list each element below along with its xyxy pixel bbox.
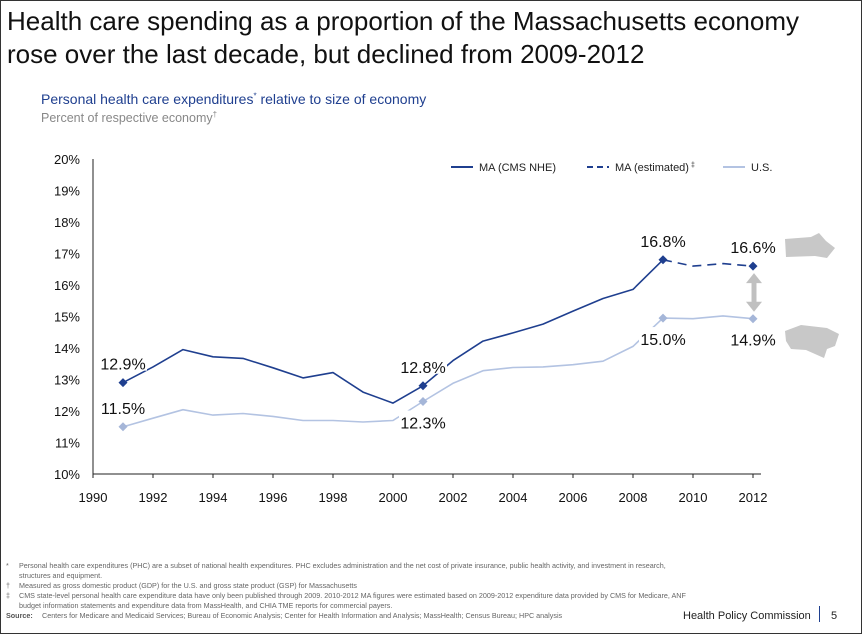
title-line-1: Health care spending as a proportion of …: [7, 6, 800, 36]
page-number: 5: [831, 610, 838, 622]
us-data-marker: [418, 397, 428, 407]
chart-subtitle: Personal health care expenditures* relat…: [41, 91, 426, 107]
us-data-marker: [658, 313, 668, 323]
legend-label-1: MA (CMS NHE): [479, 162, 556, 174]
us-data-marker: [118, 422, 128, 432]
line-chart: 10% 11% 12% 13% 14% 15% 16% 17% 18% 19% 20% 1990 199…: [54, 152, 839, 505]
footnote-1-text: Personal health care expenditures (PHC) …: [19, 561, 666, 580]
series-line-ma: [122, 259, 664, 404]
chart-units: Percent of respective economy†: [41, 110, 217, 125]
data-label-background: [639, 228, 687, 248]
data-label-background: [99, 395, 147, 415]
slide-title: Health care spending as a proportion of …: [7, 5, 857, 71]
ma-data-marker: [118, 378, 128, 388]
data-label-background: [99, 351, 147, 371]
footnotes: * Personal health care expenditures (PHC)…: [6, 561, 686, 621]
source-label: Source:: [6, 611, 33, 620]
x-tick-label: 2002: [439, 490, 468, 505]
footnote-2-mark: †: [6, 581, 10, 590]
x-tick-label: 2008: [619, 490, 648, 505]
subtitle-footnote-mark: *: [253, 91, 257, 101]
legend-label-3: U.S.: [751, 162, 772, 174]
units-footnote-mark: †: [212, 110, 218, 119]
data-label: 14.9%: [730, 333, 775, 350]
units-text: Percent of respective economy: [41, 111, 213, 126]
x-tick-label: 2010: [679, 490, 708, 505]
y-tick-label: 18%: [54, 215, 80, 230]
united-states-map-icon: [785, 325, 839, 358]
data-label-background: [639, 327, 687, 347]
y-tick-label: 17%: [54, 247, 80, 262]
massachusetts-map-icon: [785, 233, 835, 258]
source-text: Centers for Medicare and Medicaid Servic…: [42, 611, 563, 620]
gap-arrow-head-up: [746, 273, 762, 284]
y-tick-label: 12%: [54, 404, 80, 419]
x-tick-label: 1990: [79, 490, 108, 505]
x-tick-label: 1998: [319, 490, 348, 505]
data-label: 11.5%: [101, 401, 145, 418]
ma-data-marker: [418, 381, 428, 391]
footnote-2-text: Measured as gross domestic product (GDP)…: [19, 581, 357, 590]
legend-footnote-mark: ‡: [691, 162, 695, 169]
data-label: 12.8%: [400, 360, 445, 377]
y-tick-label: 11%: [55, 436, 80, 451]
footnote-3-text: CMS state-level personal health care exp…: [19, 591, 686, 610]
x-tick-label: 1992: [139, 490, 168, 505]
y-tick-label: 19%: [54, 184, 80, 199]
data-label: 12.3%: [400, 416, 445, 433]
source-row: Source: Centers for Medicare and Medicaid…: [6, 611, 686, 621]
legend-label-2: MA (estimated) ‡: [615, 162, 695, 174]
ma-data-marker: [748, 261, 758, 271]
subtitle-text: Personal health care expenditures: [41, 91, 254, 107]
title-line-2: rose over the last decade, but declined …: [7, 39, 645, 69]
footer-divider: [819, 606, 820, 622]
series-line-ma-estimated: [662, 259, 754, 267]
y-tick-label: 13%: [54, 373, 80, 388]
x-tick-label: 1996: [259, 490, 288, 505]
x-tick-label: 1994: [199, 490, 228, 505]
x-tick-label: 2000: [379, 490, 408, 505]
data-label-background: [729, 235, 777, 255]
x-tick-label: 2006: [559, 490, 588, 505]
footnote-1: * Personal health care expenditures (PHC)…: [6, 561, 686, 581]
y-tick-label: 14%: [54, 341, 80, 356]
footnote-3-mark: ‡: [6, 591, 10, 600]
data-label: 15.0%: [640, 332, 685, 349]
y-tick-label: 10%: [54, 467, 80, 482]
gap-arrow-head-down: [746, 301, 762, 312]
x-tick-label: 2012: [739, 490, 768, 505]
y-tick-label: 20%: [54, 152, 80, 167]
us-data-marker: [748, 314, 758, 324]
data-label-background: [729, 327, 777, 347]
data-label: 16.6%: [730, 240, 775, 257]
data-label-background: [399, 410, 447, 430]
ma-data-marker: [658, 255, 668, 265]
footnote-1-mark: *: [6, 561, 9, 570]
data-label-background: [399, 354, 447, 374]
footnote-3: ‡ CMS state-level personal health care ex…: [6, 591, 686, 611]
brand-name: Health Policy Commission: [683, 610, 811, 622]
subtitle-text-rest: relative to size of economy: [256, 91, 427, 107]
footnote-2: † Measured as gross domestic product (GDP…: [6, 581, 686, 591]
x-tick-label: 2004: [499, 490, 528, 505]
y-tick-label: 16%: [54, 278, 80, 293]
data-label: 12.9%: [100, 357, 145, 374]
y-tick-label: 15%: [54, 310, 80, 325]
data-label: 16.8%: [640, 234, 685, 251]
